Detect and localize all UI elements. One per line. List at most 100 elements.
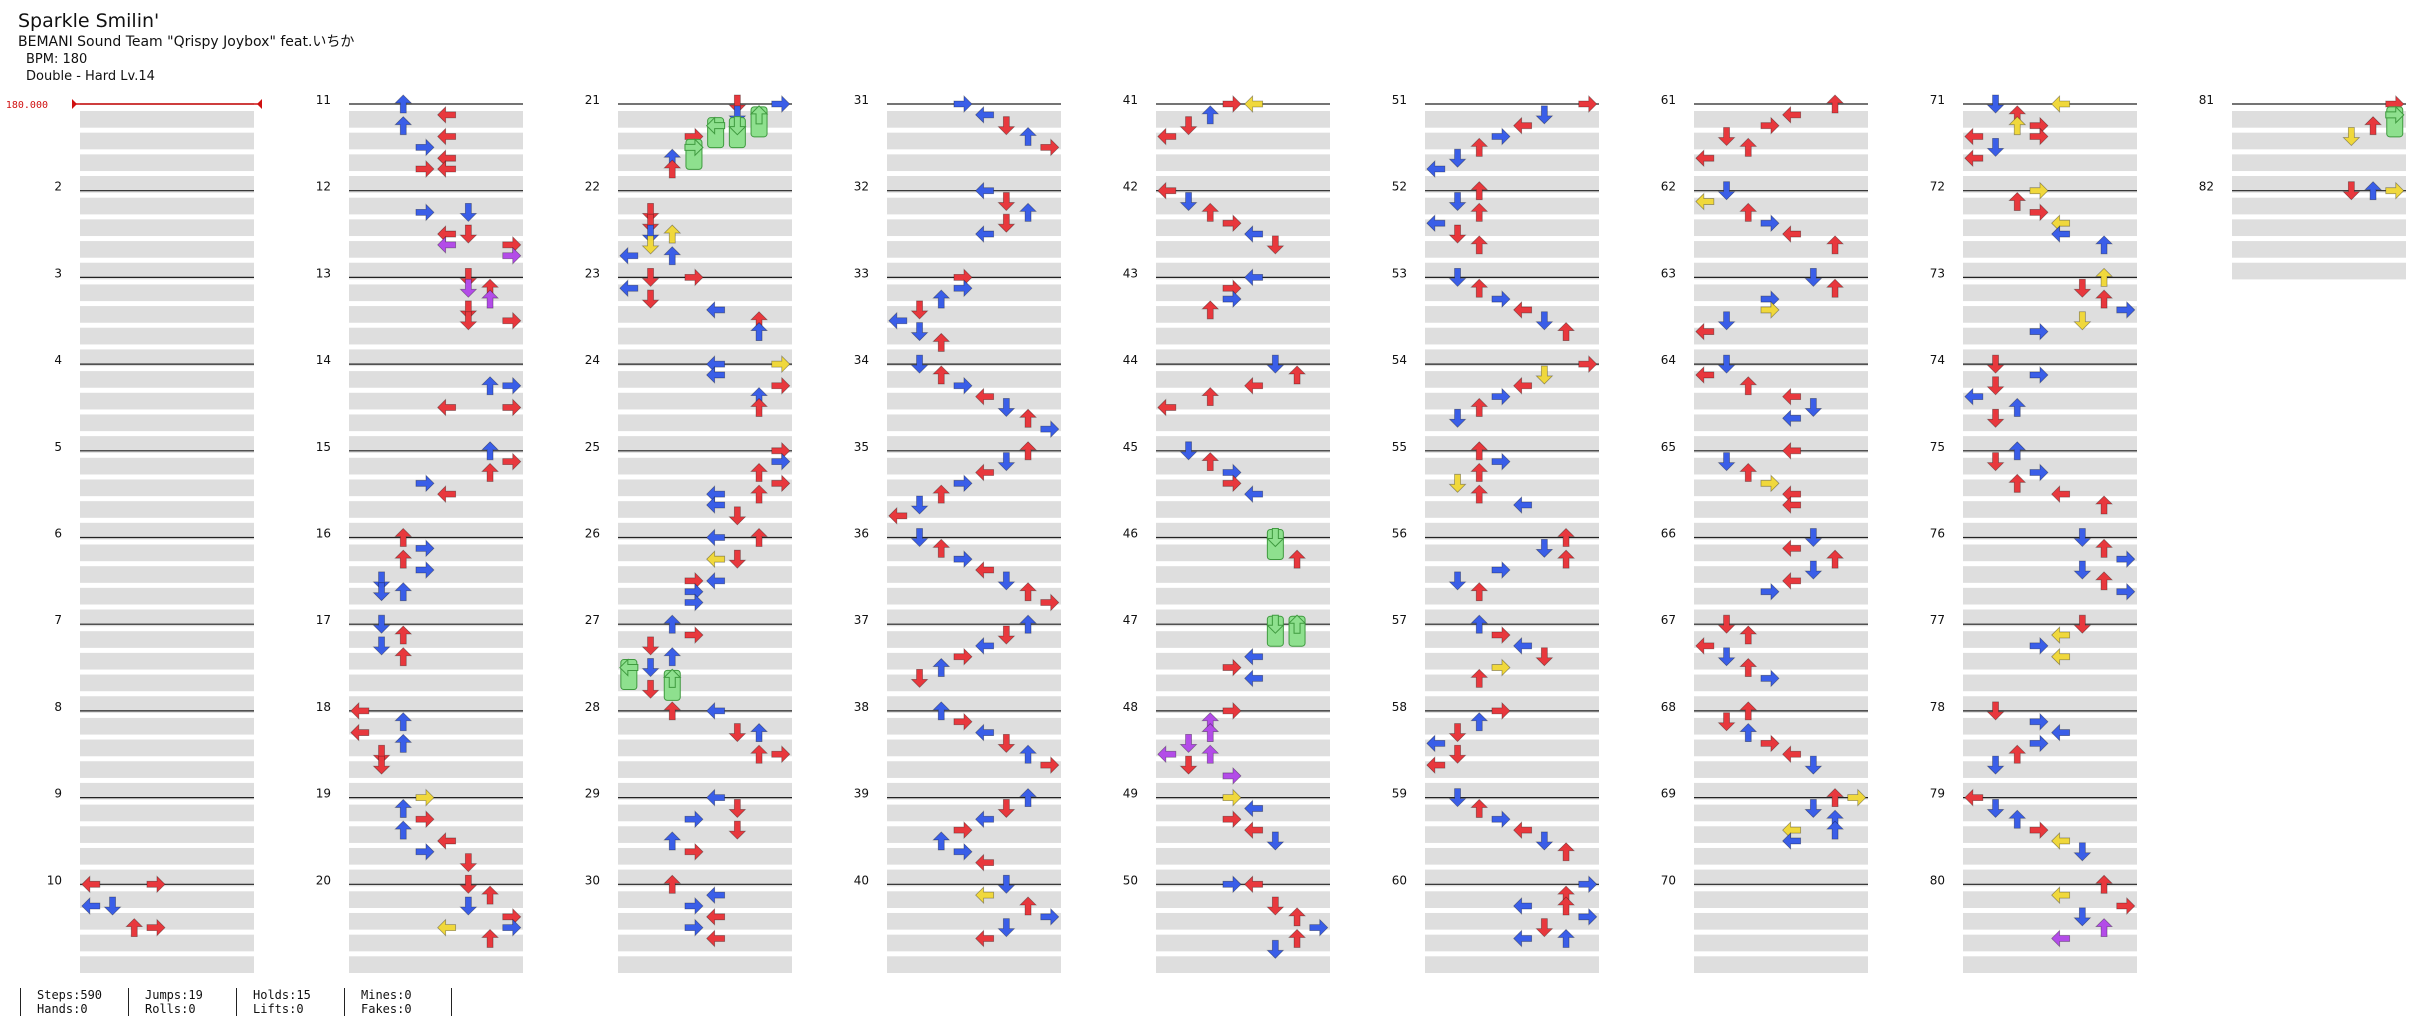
left-arrow-icon [975,105,995,124]
bpm-marker-label: 180.000 [6,100,48,111]
beat-band [80,111,254,128]
down-arrow-icon [459,853,478,873]
beat-band [618,479,792,497]
down-arrow-icon [2073,907,2092,927]
beat-band [80,176,254,193]
right-arrow-icon [1040,138,1060,157]
up-arrow-icon [1019,202,1038,222]
beat-band [887,262,1061,280]
down-arrow-icon [641,213,660,233]
measure-number: 4 [54,353,62,367]
left-arrow-icon [2051,225,2071,244]
up-arrow-icon [394,527,413,547]
stat-fakes: Fakes:0 [361,1002,412,1016]
left-arrow-icon [1426,734,1446,753]
right-arrow-icon [1760,474,1780,493]
beat-band [349,392,523,410]
left-arrow-icon [706,528,726,547]
beat-band [1156,154,1330,172]
left-arrow-icon [1513,376,1533,395]
beat-band [80,132,254,150]
measure-number: 41 [1123,93,1138,107]
right-arrow-icon [1222,658,1242,677]
beat-band [1963,609,2137,627]
up-arrow-icon [394,647,413,667]
left-arrow-icon [1244,799,1264,818]
up-arrow-icon [1019,408,1038,428]
down-arrow-icon [459,278,478,298]
left-arrow-icon [1513,496,1533,514]
up-arrow-icon [1470,712,1489,732]
right-arrow-icon [1760,214,1780,233]
beat-band [1694,717,1868,735]
beat-band [887,457,1061,475]
beat-band [1425,847,1599,865]
left-arrow-icon [1244,95,1264,113]
right-arrow-icon [684,897,704,915]
beat-band [1156,912,1330,930]
right-arrow-icon [684,842,704,861]
up-arrow-icon [2095,495,2114,515]
beat-band [80,349,254,367]
beat-band [887,804,1061,822]
beat-band [1425,804,1599,822]
beat-band [1963,891,2137,908]
left-arrow-icon [1782,571,1802,590]
beat-band [1694,761,1868,778]
up-arrow-icon [1470,137,1489,157]
beat-band [80,826,254,843]
beat-band [349,522,523,540]
beat-band [1156,371,1330,388]
measure-number: 53 [1392,266,1407,280]
beat-band [349,956,523,973]
right-arrow-icon [502,376,522,395]
up-arrow-icon [1470,798,1489,818]
stat-lifts: Lifts:0 [253,1002,304,1016]
beat-band [1963,154,2137,172]
beat-band [1694,522,1868,540]
right-arrow-icon [684,810,704,829]
right-arrow-icon [2029,181,2049,200]
left-arrow-icon [706,788,726,807]
beat-band [618,176,792,193]
beat-band [1694,371,1868,388]
up-arrow-icon [2008,744,2027,764]
measure-number: 31 [854,93,869,107]
left-arrow-icon [975,886,995,905]
left-arrow-icon [1244,376,1264,395]
stat-jumps: Jumps:19 [145,988,203,1002]
beat-band [1156,826,1330,843]
beat-band [80,696,254,713]
right-arrow-icon [684,268,704,287]
beat-band [887,132,1061,150]
right-arrow-icon [1222,875,1242,894]
beat-band [1963,111,2137,128]
beat-band [1963,631,2137,648]
down-arrow-icon [997,625,1016,645]
right-arrow-icon [2029,322,2049,341]
beat-band [2232,219,2406,237]
beat-band [887,197,1061,215]
down-arrow-icon [1448,571,1467,591]
beat-band [618,284,792,302]
beat-band [887,847,1061,865]
beat-band [80,912,254,930]
left-arrow-icon [706,550,726,569]
left-arrow-icon [1244,875,1264,894]
up-arrow-icon [932,701,951,721]
beat-band [618,262,792,280]
measure-number: 43 [1123,266,1138,280]
down-arrow-icon [2073,278,2092,298]
beat-band [349,847,523,865]
beat-band [1694,739,1868,757]
down-arrow-icon [728,506,747,526]
beat-band [80,197,254,215]
right-arrow-icon [1222,766,1242,785]
beat-band [1425,869,1599,887]
left-arrow-icon [706,571,726,590]
beat-band [1156,522,1330,540]
up-arrow-icon [394,549,413,569]
down-arrow-icon [910,322,929,342]
beat-band [1694,609,1868,627]
up-arrow-icon [663,831,682,851]
